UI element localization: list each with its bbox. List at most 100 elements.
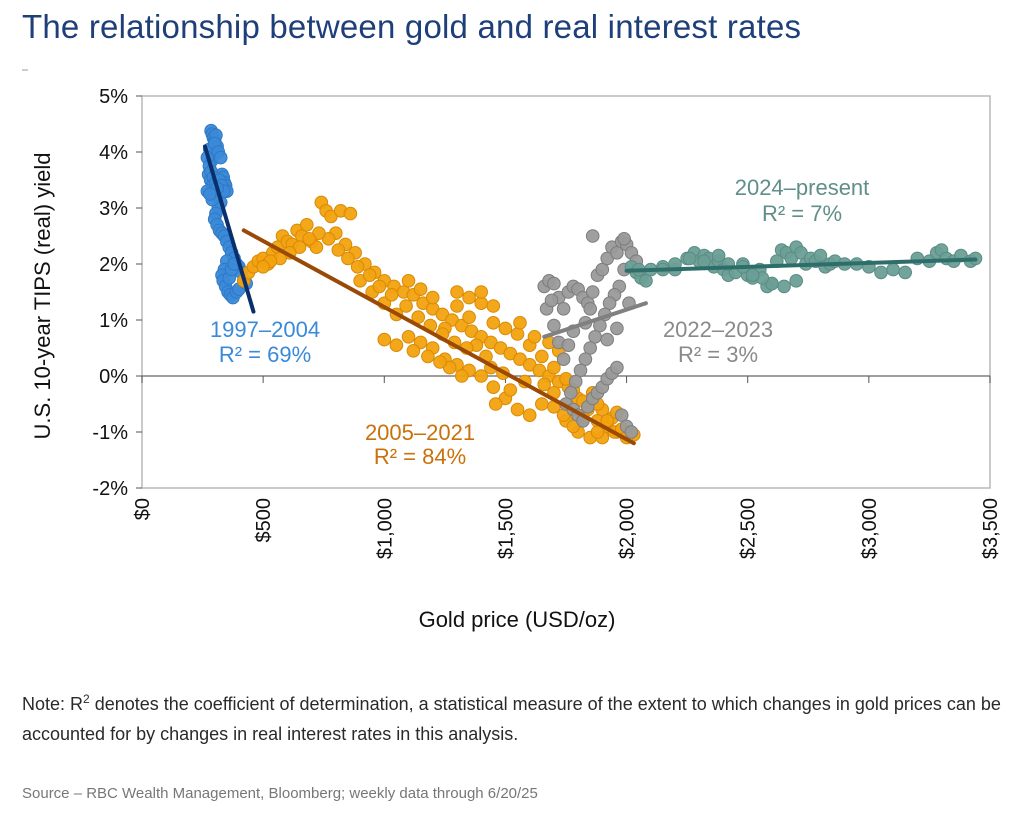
trendline-layer — [202, 144, 978, 446]
data-point — [406, 344, 421, 358]
data-point — [421, 349, 435, 364]
data-point — [450, 285, 464, 299]
data-point — [510, 402, 525, 417]
series-label-teal: 2024–present — [735, 175, 870, 200]
note-prefix: Note: R — [22, 694, 84, 714]
data-point — [433, 355, 447, 369]
data-point — [547, 276, 561, 291]
data-point — [362, 268, 377, 283]
note-text: Note: R2 denotes the coefficient of dete… — [22, 684, 1002, 749]
x-tick-label: $2,500 — [738, 498, 760, 559]
data-point — [617, 232, 631, 246]
data-point — [585, 285, 600, 299]
data-point — [203, 187, 217, 201]
data-point — [399, 299, 413, 313]
chart-title: The relationship between gold and real i… — [22, 8, 802, 45]
scatter-chart: 5% 4% 3% 2% 1% 0% -1% -2% $0 $500 $1,000 $1,500 $2,… — [22, 69, 1002, 632]
x-tick-label: $1,500 — [495, 498, 517, 559]
data-point — [777, 279, 791, 294]
note-body: denotes the coefficient of determination… — [22, 694, 1001, 744]
data-point — [813, 248, 828, 263]
data-point — [874, 265, 888, 280]
data-point — [213, 150, 228, 165]
data-point — [610, 360, 624, 375]
data-point — [341, 251, 355, 266]
data-point — [455, 369, 469, 383]
x-tick-label: $2,000 — [617, 498, 639, 559]
data-point — [474, 285, 489, 299]
series-label-gray: 2022–2023 — [663, 317, 773, 342]
data-point — [486, 316, 501, 330]
data-point — [610, 321, 624, 336]
data-point — [389, 338, 404, 353]
data-point — [498, 321, 513, 336]
y-tick-label: 4% — [99, 142, 128, 164]
data-point — [547, 318, 561, 333]
data-point — [600, 332, 615, 347]
data-point — [614, 408, 629, 423]
series-layer — [200, 123, 983, 445]
data-point — [474, 369, 489, 383]
y-tick-label: 2% — [99, 254, 128, 276]
data-point — [503, 383, 518, 397]
data-point — [564, 386, 578, 400]
series-label-orange: 2005–2021 — [365, 420, 475, 445]
x-tick-label: $500 — [253, 498, 275, 543]
data-point — [372, 279, 387, 294]
trendline-orange — [241, 228, 636, 446]
y-tick-label: -1% — [92, 422, 128, 444]
data-point — [384, 288, 399, 302]
data-point — [401, 330, 416, 344]
x-tick-label: $3,500 — [980, 498, 1002, 559]
data-point — [588, 330, 602, 344]
series-r2-teal: R² = 7% — [762, 201, 842, 226]
x-axis-title: Gold price (USD/oz) — [419, 607, 616, 632]
data-point — [486, 299, 501, 313]
y-tick-label: 5% — [99, 86, 128, 108]
data-point — [527, 330, 542, 344]
data-point — [583, 341, 598, 355]
data-point — [350, 260, 365, 274]
y-tick-label: 1% — [99, 310, 128, 332]
y-tick-label: -2% — [92, 478, 128, 500]
data-point — [711, 248, 726, 263]
data-point — [602, 296, 617, 311]
data-point — [331, 243, 346, 257]
data-point — [583, 302, 598, 316]
data-point — [537, 377, 552, 392]
data-point — [573, 363, 588, 378]
data-point — [486, 380, 501, 395]
data-point — [556, 352, 571, 367]
data-point — [697, 254, 711, 269]
data-point — [302, 232, 317, 246]
data-point — [522, 408, 537, 423]
data-point — [585, 229, 600, 243]
data-point — [682, 251, 697, 266]
data-point — [535, 349, 549, 364]
data-point — [256, 260, 270, 274]
data-point — [462, 310, 476, 325]
data-point — [343, 206, 358, 221]
data-point — [556, 302, 571, 316]
data-point — [624, 425, 639, 439]
series-teal — [624, 240, 983, 294]
data-point — [745, 268, 760, 283]
x-tick-label: $1,000 — [374, 498, 396, 559]
data-point — [898, 265, 913, 280]
data-point — [377, 332, 392, 347]
data-point — [595, 262, 610, 277]
series-r2-orange: R² = 84% — [374, 444, 466, 469]
data-point — [510, 327, 525, 341]
plot-border — [141, 95, 991, 489]
data-point — [401, 274, 416, 288]
y-tick-label: 3% — [99, 198, 128, 220]
trendline-blue — [202, 144, 256, 314]
series-r2-gray: R² = 3% — [678, 342, 758, 367]
data-point — [886, 262, 900, 277]
data-point — [561, 338, 576, 353]
data-point — [488, 397, 503, 411]
data-point — [513, 316, 527, 330]
data-point — [300, 218, 314, 232]
x-tick-label: $3,000 — [859, 498, 881, 559]
